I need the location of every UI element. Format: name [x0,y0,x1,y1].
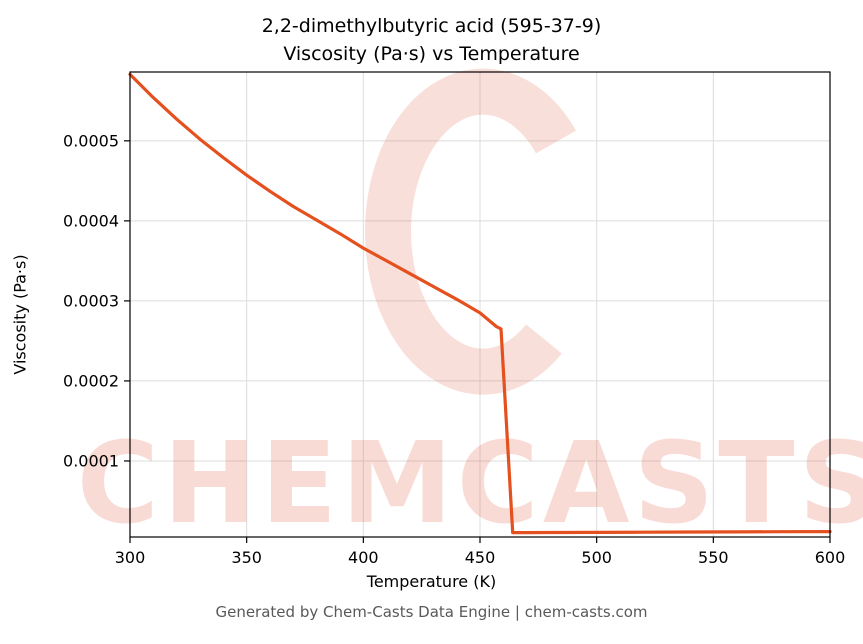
x-tick-label: 350 [231,548,262,567]
y-tick-label: 0.0004 [63,211,119,230]
y-tick-label: 0.0005 [63,131,119,150]
chart-title: 2,2-dimethylbutyric acid (595-37-9) Visc… [0,12,863,68]
x-tick-label: 500 [581,548,612,567]
x-tick-label: 450 [465,548,496,567]
x-axis-label: Temperature (K) [366,572,497,591]
x-tick-label: 400 [348,548,379,567]
y-tick-label: 0.0002 [63,371,119,390]
chart-title-line1: 2,2-dimethylbutyric acid (595-37-9) [261,15,602,37]
x-tick-label: 600 [815,548,846,567]
footer-text: Generated by Chem-Casts Data Engine | ch… [215,603,648,621]
viscosity-line-series [128,72,832,535]
watermark-text: CHEMCASTS [77,419,863,549]
chart-title-line2: Viscosity (Pa·s) vs Temperature [283,43,580,65]
watermark-logo-icon [365,68,576,395]
y-tick-label: 0.0003 [63,291,119,310]
y-axis-label: Viscosity (Pa·s) [10,254,30,375]
x-tick-label: 550 [698,548,729,567]
y-tick-label: 0.0001 [63,451,119,470]
x-tick-label: 300 [115,548,146,567]
